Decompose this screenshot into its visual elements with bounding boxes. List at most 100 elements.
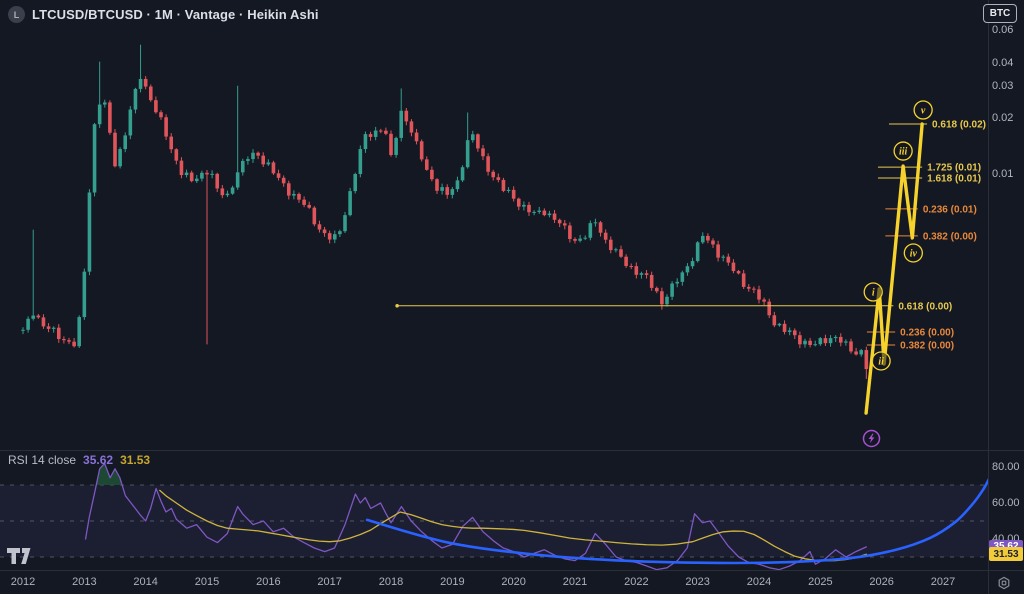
price-pane[interactable]: 0.618 (0.02) 1.725 (0.01)1.618 (0.01) 0.23… — [0, 0, 988, 450]
drawings-layer[interactable]: 0.618 (0.02) 1.725 (0.01)1.618 (0.01) 0.23… — [395, 100, 986, 415]
price-axis-divider — [988, 0, 989, 594]
candle — [327, 233, 332, 240]
symbol-legend[interactable]: L LTCUSD/BTCUSD · 1M · Vantage · Heikin … — [8, 6, 319, 23]
candle — [670, 283, 674, 297]
candle — [803, 340, 807, 345]
candle — [26, 318, 30, 330]
candle — [680, 272, 685, 282]
candle — [608, 239, 613, 251]
candle — [220, 188, 225, 196]
year-label: 2020 — [501, 576, 526, 588]
candle — [174, 149, 179, 161]
fib-anchor-dot[interactable] — [395, 303, 399, 308]
candle — [179, 160, 184, 176]
candle — [266, 162, 271, 165]
candle — [31, 315, 36, 319]
wave-label-circle[interactable] — [893, 141, 913, 161]
candle — [522, 204, 526, 207]
candle — [430, 169, 434, 180]
candle — [736, 271, 741, 274]
candle — [660, 291, 664, 305]
tradingview-logo[interactable] — [7, 548, 33, 564]
candle — [782, 323, 787, 332]
year-label: 2014 — [133, 576, 158, 588]
fib-level-label: 1.725 (0.01) — [927, 163, 981, 174]
wave-label-numeral: ii — [878, 356, 884, 367]
candle — [246, 159, 250, 161]
candle — [240, 160, 245, 173]
candle — [424, 159, 429, 170]
wave-label-circle[interactable] — [871, 351, 891, 371]
candle — [818, 338, 823, 345]
candle — [251, 152, 255, 160]
candle — [767, 301, 772, 316]
candle — [757, 289, 761, 300]
candle — [665, 296, 669, 305]
time-scale[interactable]: 2012 2013 2014 2015 2016 2017 2018 2019 2020 2021… — [0, 571, 1024, 594]
year-label: 2016 — [256, 576, 281, 588]
candle — [844, 341, 848, 343]
candle — [384, 130, 388, 134]
candle — [159, 112, 163, 118]
candle — [445, 187, 450, 195]
rsi-ma-line[interactable] — [159, 489, 867, 562]
year-label: 2026 — [869, 576, 894, 588]
candles-series — [21, 44, 869, 379]
candle — [394, 137, 398, 155]
symbol-title[interactable]: LTCUSD/BTCUSD · 1M · Vantage · Heikin As… — [32, 7, 319, 22]
candle — [169, 136, 174, 150]
candle — [164, 117, 168, 137]
candle — [225, 193, 230, 196]
candle — [154, 100, 158, 113]
candle — [455, 180, 460, 190]
fib-level-label: 0.382 (0.00) — [900, 341, 954, 352]
pane-divider[interactable] — [0, 450, 1024, 451]
candle — [353, 174, 358, 192]
elliott-wave-line[interactable] — [864, 122, 924, 415]
rsi-legend[interactable]: RSI 14 close 35.62 31.53 — [8, 453, 150, 467]
rsi-overbought-fill — [96, 463, 123, 485]
fib-level-label: 0.236 (0.01) — [923, 204, 977, 215]
candle — [588, 223, 593, 238]
candle — [787, 330, 792, 332]
candle — [695, 242, 700, 262]
candle — [649, 274, 654, 288]
candle — [97, 104, 102, 125]
currency-unit-button[interactable]: BTC — [983, 4, 1017, 23]
candle — [624, 256, 628, 266]
candle — [435, 179, 439, 191]
candle — [644, 273, 649, 275]
candle — [511, 189, 516, 199]
wave-label-circle[interactable] — [903, 243, 923, 263]
blue-projection-curve[interactable] — [365, 478, 988, 565]
candle — [210, 173, 214, 175]
candle — [312, 207, 317, 225]
lightning-bolt-icon[interactable] — [862, 429, 881, 448]
year-label: 2013 — [72, 576, 97, 588]
year-label: 2027 — [930, 576, 956, 588]
wave-label-circle[interactable] — [913, 100, 933, 120]
candle — [414, 132, 419, 142]
candle — [639, 273, 644, 275]
rsi-ma-value: 31.53 — [120, 453, 151, 467]
fib-level-label: 1.618 (0.01) — [927, 174, 981, 185]
candle — [113, 132, 117, 167]
candle — [603, 232, 608, 240]
candle — [118, 149, 122, 167]
candle — [706, 235, 710, 241]
year-label: 2024 — [746, 576, 772, 588]
fib-level-label: 0.382 (0.00) — [923, 231, 977, 242]
rsi-axis-label: 60.00 — [992, 497, 1020, 509]
candle — [516, 198, 521, 207]
candle — [741, 273, 746, 287]
price-axis-label: 0.02 — [992, 112, 1014, 125]
rsi-pane[interactable] — [0, 450, 988, 570]
candle — [634, 266, 639, 275]
time-axis-settings-gear-icon[interactable] — [997, 576, 1011, 590]
price-axis-label: 0.03 — [992, 79, 1014, 92]
candle — [404, 110, 409, 122]
candle — [184, 172, 189, 176]
wave-label-circle[interactable] — [863, 282, 883, 302]
price-scale[interactable]: 0.060.040.030.020.0180.0060.0040.0035.62… — [989, 0, 1024, 594]
